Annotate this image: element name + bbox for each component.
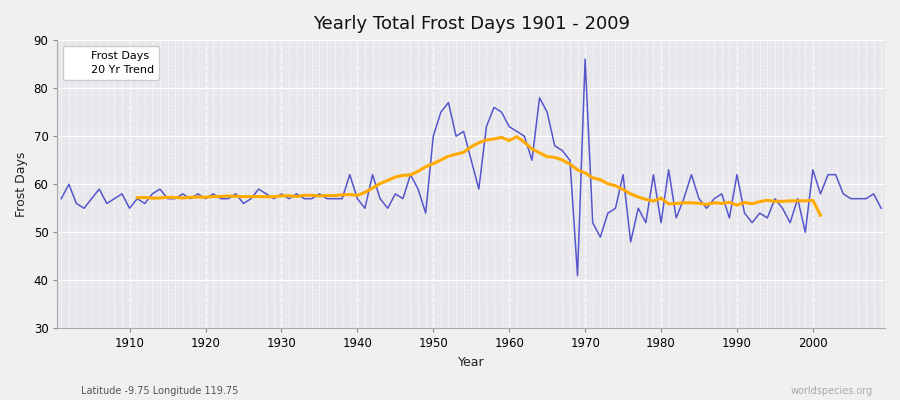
Frost Days [610, 206, 621, 211]
20 Yr Trend [215, 194, 226, 199]
Frost Days [572, 273, 583, 278]
Line: Frost Days: Frost Days [61, 59, 881, 276]
Text: worldspecies.org: worldspecies.org [791, 386, 873, 396]
20 Yr Trend [511, 134, 522, 139]
Legend: Frost Days, 20 Yr Trend: Frost Days, 20 Yr Trend [63, 46, 159, 80]
Frost Days [496, 110, 507, 114]
20 Yr Trend [807, 198, 818, 203]
20 Yr Trend [815, 213, 826, 218]
X-axis label: Year: Year [458, 356, 484, 369]
Frost Days [876, 206, 886, 211]
Frost Days [56, 196, 67, 201]
20 Yr Trend [716, 201, 727, 206]
Frost Days [329, 196, 340, 201]
Line: 20 Yr Trend: 20 Yr Trend [137, 137, 821, 215]
Y-axis label: Frost Days: Frost Days [15, 152, 28, 217]
Frost Days [117, 192, 128, 196]
Frost Days [504, 124, 515, 129]
Text: Latitude -9.75 Longitude 119.75: Latitude -9.75 Longitude 119.75 [81, 386, 239, 396]
Frost Days [580, 57, 590, 62]
20 Yr Trend [306, 193, 317, 198]
20 Yr Trend [292, 194, 302, 199]
Frost Days [284, 196, 294, 201]
20 Yr Trend [800, 198, 811, 203]
20 Yr Trend [131, 195, 142, 200]
Title: Yearly Total Frost Days 1901 - 2009: Yearly Total Frost Days 1901 - 2009 [312, 15, 630, 33]
